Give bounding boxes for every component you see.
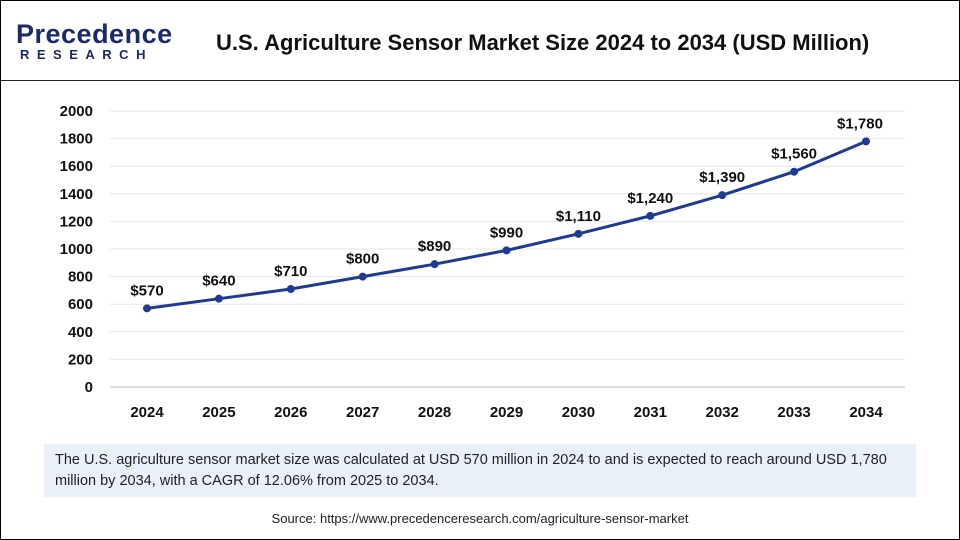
data-point	[502, 246, 511, 255]
y-tick-label: 1000	[60, 241, 93, 258]
chart-title: U.S. Agriculture Sensor Market Size 2024…	[216, 30, 870, 55]
y-tick-label: 0	[85, 379, 93, 396]
header-divider	[0, 80, 960, 81]
data-label: $990	[490, 224, 523, 241]
x-tick-label: 2026	[274, 404, 307, 421]
logo: Precedence RESEARCH	[16, 20, 173, 62]
x-tick-label: 2032	[706, 404, 739, 421]
x-tick-label: 2027	[346, 404, 379, 421]
data-point	[286, 285, 295, 294]
data-label: $570	[130, 282, 163, 299]
y-tick-label: 400	[68, 324, 93, 341]
y-tick-label: 1200	[60, 213, 93, 230]
data-label: $640	[202, 273, 235, 290]
x-tick-label: 2024	[130, 404, 164, 421]
logo-subtitle: RESEARCH	[20, 47, 153, 62]
y-tick-label: 2000	[60, 103, 93, 120]
data-label: $710	[274, 263, 307, 280]
data-point	[718, 191, 727, 200]
y-tick-label: 1800	[60, 131, 93, 148]
source-text: Source: https://www.precedenceresearch.c…	[271, 511, 689, 526]
y-tick-label: 200	[68, 351, 93, 368]
data-point	[574, 229, 583, 238]
data-point	[214, 294, 223, 303]
summary-box: The U.S. agriculture sensor market size …	[44, 444, 916, 497]
y-tick-label: 600	[68, 296, 93, 313]
data-label: $890	[418, 238, 451, 255]
data-point	[790, 167, 799, 176]
data-point	[430, 260, 439, 269]
data-label: $1,560	[771, 146, 817, 163]
data-point	[646, 211, 655, 220]
data-point	[358, 272, 367, 281]
x-tick-label: 2034	[849, 404, 883, 421]
y-tick-label: 800	[68, 269, 93, 286]
x-tick-label: 2033	[777, 404, 810, 421]
x-tick-label: 2025	[202, 404, 235, 421]
x-tick-label: 2028	[418, 404, 451, 421]
line-chart: 0 200 400 600 800 1000 1200 1400 1600 1800 2000 202…	[60, 103, 905, 421]
data-label: $800	[346, 251, 379, 268]
data-point	[143, 304, 151, 313]
x-tick-label: 2030	[562, 404, 595, 421]
logo-wordmark: Precedence	[16, 19, 173, 49]
data-point	[862, 137, 870, 146]
y-tick-label: 1400	[60, 186, 93, 203]
x-tick-label: 2029	[490, 404, 523, 421]
x-tick-label: 2031	[634, 404, 667, 421]
data-label: $1,110	[556, 208, 601, 225]
data-label: $1,780	[837, 115, 883, 132]
data-label: $1,240	[627, 190, 673, 207]
y-tick-label: 1600	[60, 158, 93, 175]
data-label: $1,390	[699, 169, 745, 186]
